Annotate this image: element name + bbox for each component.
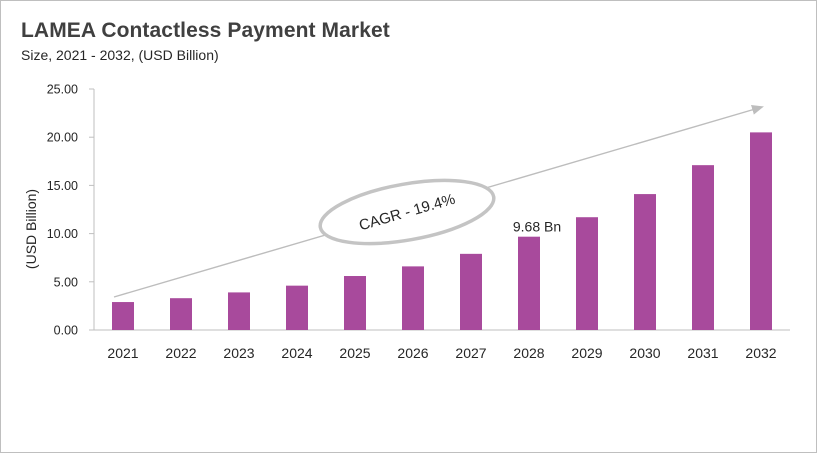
bar-2028 [518, 236, 540, 330]
x-tick-label: 2022 [165, 345, 196, 361]
y-tick-label: 15.00 [47, 179, 78, 193]
x-tick-label: 2025 [339, 345, 370, 361]
bar-2024 [286, 285, 308, 330]
bar-2021 [112, 302, 134, 330]
bar-2029 [576, 217, 598, 330]
x-tick-label: 2029 [571, 345, 602, 361]
y-tick-label: 0.00 [54, 324, 78, 338]
bar-2023 [228, 292, 250, 330]
y-tick-label: 25.00 [47, 83, 78, 97]
chart-subtitle: Size, 2021 - 2032, (USD Billion) [21, 47, 219, 63]
y-axis-title: (USD Billion) [23, 189, 39, 269]
x-tick-label: 2028 [513, 345, 544, 361]
bar-2025 [344, 276, 366, 330]
bar-2026 [402, 266, 424, 330]
data-label-2028: 9.68 Bn [513, 219, 561, 235]
x-tick-label: 2030 [629, 345, 660, 361]
bar-2027 [460, 253, 482, 330]
bar-2022 [170, 298, 192, 330]
x-tick-label: 2026 [397, 345, 428, 361]
x-tick-label: 2032 [745, 345, 776, 361]
x-tick-label: 2021 [107, 345, 138, 361]
x-tick-label: 2031 [687, 345, 718, 361]
x-tick-label: 2023 [223, 345, 254, 361]
bar-2032 [750, 132, 772, 330]
bar-2031 [692, 165, 714, 330]
x-tick-label: 2024 [281, 345, 312, 361]
y-tick-label: 10.00 [47, 227, 78, 241]
y-tick-label: 5.00 [54, 275, 78, 289]
cagr-ellipse [318, 178, 496, 246]
bar-2030 [634, 194, 656, 330]
y-tick-label: 20.00 [47, 131, 78, 145]
chart-title: LAMEA Contactless Payment Market [21, 19, 390, 42]
x-tick-label: 2027 [455, 345, 486, 361]
